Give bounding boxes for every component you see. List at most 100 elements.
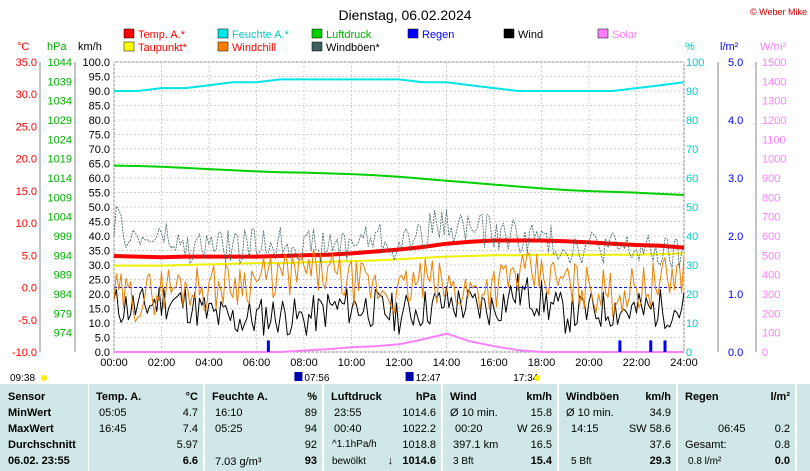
sunset-icon: [534, 375, 541, 381]
unit-kmh: km/h: [78, 41, 102, 53]
lm2-tick: 5.0: [728, 57, 743, 69]
col-gust: Windböen km/h Ø 10 min. 14:15 34.9 SW 58…: [559, 384, 676, 471]
wind-r1-label: Ø 10 min.: [450, 407, 498, 419]
gust-r3-value: 37.6: [649, 439, 671, 451]
percent-tick: 20: [686, 289, 698, 301]
current-date: 06.02. 23:55: [8, 455, 70, 467]
humid-min: 89: [304, 407, 317, 419]
legend-swatch: [597, 28, 609, 39]
unit-percent: %: [685, 41, 695, 53]
temp-min: 4.7: [182, 407, 198, 419]
press-weather: bewölkt: [332, 456, 366, 467]
lm2-tick: 4.0: [728, 115, 743, 127]
gust-bft: 5 Bft: [571, 456, 592, 467]
percent-tick: 100: [686, 57, 704, 69]
kmh-tick: 60.0: [89, 173, 110, 185]
celsius-tick: 35.0: [16, 57, 37, 69]
legend-swatch: [217, 41, 229, 52]
series-feuchte-a: [114, 78, 685, 92]
kmh-tick: 55.0: [89, 188, 110, 200]
gust-header: Windböen: [566, 391, 620, 403]
percent-tick: 50: [686, 202, 698, 214]
series-taupunkt: [114, 252, 685, 267]
wm2-tick: 1400: [762, 76, 786, 88]
time-tick: 00:00: [100, 357, 128, 369]
celsius-tick: 30.0: [16, 89, 37, 101]
lm2-tick: 3.0: [728, 173, 743, 185]
sun-left-time: 09:38: [10, 373, 35, 384]
time-tick: 08:00: [290, 357, 318, 369]
temp-current: 6.6: [182, 455, 198, 467]
celsius-tick: 10.0: [16, 218, 37, 230]
time-tick: 24:00: [670, 357, 698, 369]
temp-header: Temp. A.: [96, 391, 142, 403]
legend-label: Luftdruck: [326, 29, 372, 41]
hpa-tick: 1029: [48, 115, 72, 127]
series-luftdruck: [113, 164, 685, 196]
col-humidity: Feuchte A. % 16:10 05:25 89 94 92 7.03 g…: [205, 384, 322, 471]
humid-max: 94: [304, 423, 317, 435]
sunrise-time: 07:56: [304, 373, 329, 384]
temp-max: 7.4: [182, 423, 198, 435]
legend-swatch: [311, 41, 323, 52]
kmh-tick: 50.0: [89, 202, 110, 214]
celsius-tick: 20.0: [16, 154, 37, 166]
wind-r2-value: W 26.9: [517, 423, 552, 435]
sun-icon: [41, 375, 47, 381]
percent-tick: 90: [686, 86, 698, 98]
unit-celsius: °C: [17, 41, 29, 53]
wm2-tick: 600: [762, 231, 780, 243]
wind-unit: km/h: [526, 391, 552, 403]
press-arrow-icon: ↓: [387, 455, 394, 467]
col-sensor: Sensor MinWert MaxWert Durchschnitt 06.0…: [0, 384, 88, 471]
percent-tick: 80: [686, 115, 698, 127]
hpa-tick: 1034: [48, 96, 72, 108]
legend-label: Regen: [422, 29, 454, 41]
hpa-tick: 1024: [48, 134, 72, 146]
rain-unit: l/m²: [770, 391, 790, 403]
wm2-tick: 0: [762, 347, 768, 359]
rain-current: 0.0: [774, 455, 790, 467]
legend-swatch: [217, 28, 229, 39]
legend-swatch: [123, 28, 135, 39]
rain-bar: [266, 340, 270, 352]
sensor-header: Sensor: [8, 391, 46, 403]
celsius-tick: 5.0: [22, 250, 37, 262]
legend-label: Temp. A.*: [138, 29, 186, 41]
col-rain: Regen l/m² 06:45 0.2 Gesamt: 0.8 0.8 l/m…: [678, 384, 795, 471]
gust-current: 29.3: [649, 455, 671, 467]
gust-r1-label: Ø 10 min.: [566, 407, 614, 419]
humid-unit: %: [307, 391, 317, 403]
time-tick: 14:00: [433, 357, 461, 369]
press-min: 1014.6: [402, 407, 436, 419]
series-wind: [113, 273, 685, 336]
gust-r2-label: 14:15: [571, 423, 599, 435]
kmh-tick: 75.0: [89, 130, 110, 142]
time-tick: 16:00: [480, 357, 508, 369]
rain-bar: [663, 340, 667, 352]
celsius-tick: -5.0: [18, 315, 37, 327]
rain-r3-value: 0.8: [774, 439, 790, 451]
press-max-time: 00:40: [334, 423, 362, 435]
kmh-tick: 45.0: [89, 217, 110, 229]
time-tick: 20:00: [575, 357, 603, 369]
series: [113, 78, 685, 353]
row-min-label: MinWert: [8, 407, 52, 419]
kmh-tick: 30.0: [89, 260, 110, 272]
unit-hpa: hPa: [47, 41, 67, 53]
legend: Temp. A.* Feuchte A.* Luftdruck Regen Wind So…: [123, 28, 638, 54]
time-tick: 18:00: [528, 357, 556, 369]
time-tick: 04:00: [195, 357, 223, 369]
temp-max-time: 16:45: [99, 423, 127, 435]
axes: 35.0 30.0 25.0 20.0 15.0 10.0 5.0 0.0 -5.0 -10.0 1…: [12, 57, 787, 369]
wind-current: 15.4: [530, 455, 552, 467]
wind-r2-label: 00:20: [455, 423, 483, 435]
humid-max-time: 05:25: [215, 423, 243, 435]
humid-current: 93: [304, 455, 317, 467]
kmh-tick: 80.0: [89, 115, 110, 127]
lm2-tick: 2.0: [728, 231, 743, 243]
col-wind: Wind km/h Ø 10 min. 00:20 397.1 km 15.8 …: [443, 384, 557, 471]
kmh-tick: 0.0: [95, 347, 110, 359]
wm2-tick: 900: [762, 173, 780, 185]
gust-unit: km/h: [645, 391, 671, 403]
